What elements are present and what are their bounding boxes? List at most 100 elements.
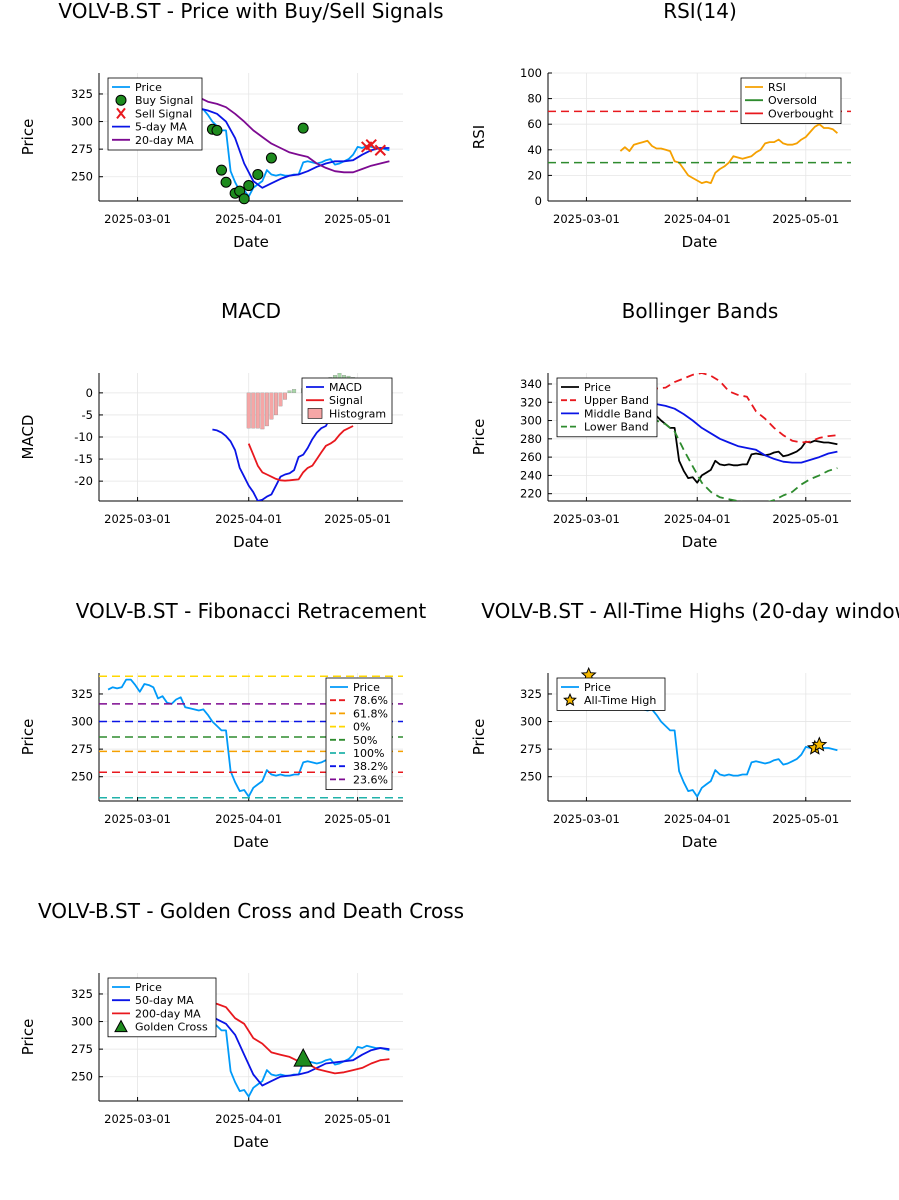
series-line-20-day-ma [189,92,390,174]
y-tick-label: 275 [71,1042,93,1056]
y-tick-label: 250 [71,770,93,784]
all-time-high-marker [811,736,828,752]
chart-title: VOLV-B.ST - Golden Cross and Death Cross [38,899,464,923]
y-tick-label: 40 [527,143,542,157]
x-tick-label: 2025-05-01 [324,1112,391,1126]
y-axis-label: RSI [470,125,488,149]
legend-swatch [114,1019,128,1033]
y-tick-label: 300 [520,715,542,729]
legend-label: 78.6% [353,694,388,707]
legend-label: Buy Signal [135,94,193,107]
legend-label: 50% [353,734,377,747]
histogram-bar [264,392,269,427]
x-tick-label: 2025-04-01 [664,512,731,526]
legend-label: Histogram [329,407,386,420]
histogram-bar [260,392,265,430]
y-tick-label: 300 [71,115,93,129]
buy-signal-marker [238,193,250,205]
histogram-bar [292,389,297,394]
legend-label: MACD [329,381,362,394]
y-tick-label: 275 [520,742,542,756]
series-line-50-day-ma [189,1007,390,1087]
y-tick-label: 280 [520,432,542,446]
legend-swatch [307,408,323,419]
x-axis-label: Date [233,1133,269,1151]
x-tick-label: 2025-03-01 [104,512,171,526]
histogram-bar [255,392,260,429]
x-tick-label: 2025-04-01 [215,512,282,526]
legend-label: Overbought [768,107,834,120]
y-tick-label: 325 [71,987,93,1001]
sell-signal-marker [365,139,377,151]
buy-signal-marker [265,152,277,164]
y-tick-label: 80 [527,92,542,106]
y-tick-label: 325 [71,87,93,101]
x-axis-label: Date [233,533,269,551]
buy-signal-marker [220,176,232,188]
y-tick-label: -15 [74,452,93,466]
buy-signal-marker [252,169,264,181]
legend-swatch [116,107,126,120]
y-axis-label: Price [19,119,37,156]
x-tick-label: 2025-05-01 [324,212,391,226]
y-tick-label: 250 [520,770,542,784]
x-axis-label: Date [682,233,718,251]
x-tick-label: 2025-04-01 [215,1112,282,1126]
legend-box [556,677,666,711]
legend-swatch [563,692,577,707]
legend-label: 23.6% [353,773,388,786]
legend-label: 0% [353,721,370,734]
x-axis-label: Date [682,533,718,551]
y-axis-label: MACD [19,415,37,460]
legend-box [325,677,393,790]
y-tick-label: 325 [71,687,93,701]
series-line-signal [247,425,354,482]
series-line-upper-band [637,373,838,444]
y-tick-label: -20 [74,474,93,488]
x-tick-label: 2025-03-01 [104,212,171,226]
chart-title: RSI(14) [663,0,737,23]
legend-label: Price [584,681,611,694]
buy-signal-marker [211,124,223,136]
buy-signal-marker [297,122,309,134]
y-tick-label: 325 [520,687,542,701]
y-tick-label: 340 [520,377,542,391]
histogram-bar [278,392,283,407]
legend-label: 38.2% [353,760,388,773]
x-tick-label: 2025-03-01 [104,812,171,826]
panel-3: -20 -15 -10 -5 0 2025-03-01 2025-04-01 2025-05-… [19,299,403,551]
legend-label: Middle Band [584,407,652,420]
legend-label: Price [135,81,162,94]
histogram-bar [283,392,287,400]
legend-label: 50-day MA [135,994,194,1007]
x-tick-label: 2025-05-01 [772,512,839,526]
y-tick-label: 100 [520,66,542,80]
x-tick-label: 2025-03-01 [104,1112,171,1126]
y-tick-label: 275 [71,142,93,156]
y-tick-label: 260 [520,450,542,464]
x-tick-label: 2025-05-01 [772,212,839,226]
x-tick-label: 2025-03-01 [553,512,620,526]
y-tick-label: -10 [74,430,93,444]
series-line-lower-band [638,417,838,501]
y-tick-label: 300 [71,1015,93,1029]
series-line-rsi [619,123,838,185]
y-tick-label: 220 [520,487,542,501]
legend-label: All-Time High [584,694,656,707]
legend-label: 5-day MA [135,121,187,134]
x-tick-label: 2025-03-01 [553,212,620,226]
y-axis-label: Price [19,719,37,756]
buy-signal-marker [216,164,228,176]
x-axis-label: Date [682,833,718,851]
y-tick-label: 300 [71,715,93,729]
legend-label: Price [135,981,162,994]
x-tick-label: 2025-04-01 [215,812,282,826]
legend-label: Sell Signal [135,107,192,120]
x-tick-label: 2025-05-01 [772,812,839,826]
legend-label: Lower Band [584,421,649,434]
